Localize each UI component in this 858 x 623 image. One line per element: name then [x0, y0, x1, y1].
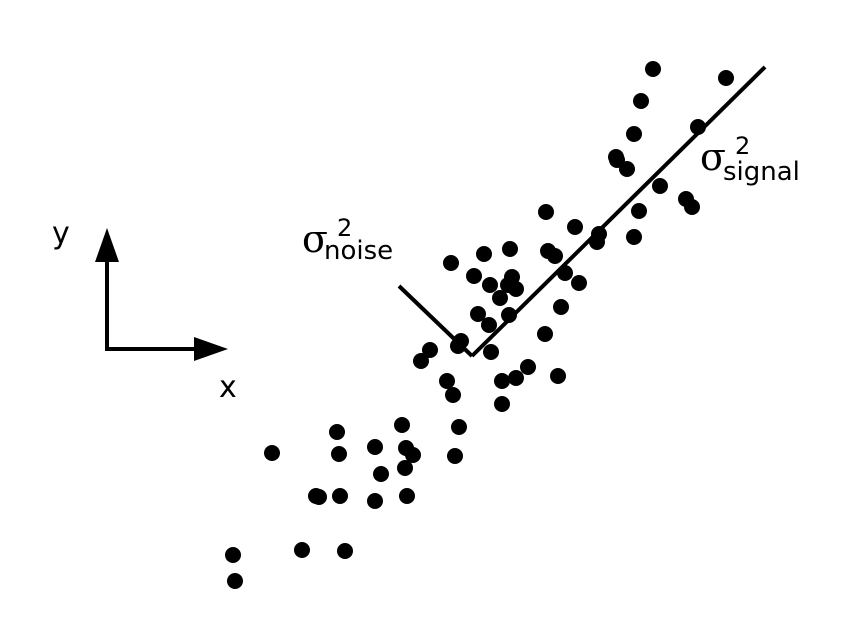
scatter-point-14	[567, 219, 583, 235]
principal-axes	[397, 65, 767, 358]
signal-subscript: signal	[723, 157, 800, 187]
scatter-point-63	[367, 493, 383, 509]
scatter-point-43	[494, 373, 510, 389]
scatter-points	[225, 61, 734, 589]
scatter-point-54	[264, 445, 280, 461]
scatter-point-29	[571, 275, 587, 291]
svg-text:σ: σ	[302, 217, 328, 261]
scatter-point-30	[553, 299, 569, 315]
scatter-point-9	[652, 178, 668, 194]
scatter-point-53	[405, 447, 421, 463]
scatter-point-48	[394, 417, 410, 433]
scatter-point-42	[508, 370, 524, 386]
y-axis-label: y	[52, 216, 70, 251]
scatter-point-55	[331, 446, 347, 462]
axes-glyph: y x	[52, 216, 237, 405]
scatter-point-56	[447, 448, 463, 464]
scatter-point-47	[494, 396, 510, 412]
scatter-point-60	[311, 489, 327, 505]
scatter-point-39	[450, 338, 466, 354]
scatter-point-32	[470, 306, 486, 322]
scatter-point-15	[626, 229, 642, 245]
x-axis-arrowhead	[194, 337, 228, 361]
scatter-point-3	[633, 93, 649, 109]
scatter-point-57	[397, 460, 413, 476]
noise-sigma-symbol: σ	[302, 217, 328, 261]
noise-axis-line	[397, 284, 474, 358]
scatter-point-20	[547, 248, 563, 264]
scatter-point-37	[413, 353, 429, 369]
scatter-point-44	[550, 368, 566, 384]
scatter-point-45	[439, 373, 455, 389]
scatter-point-34	[501, 307, 517, 323]
svg-text:σ: σ	[700, 135, 726, 179]
scatter-point-51	[367, 439, 383, 455]
scatter-point-36	[422, 342, 438, 358]
scatter-point-12	[631, 203, 647, 219]
scatter-point-40	[483, 344, 499, 360]
noise-subscript: noise	[324, 236, 393, 266]
scatter-point-61	[332, 488, 348, 504]
signal-axis-line	[470, 65, 767, 358]
scatter-point-58	[373, 466, 389, 482]
scatter-point-22	[443, 255, 459, 271]
scatter-point-49	[451, 419, 467, 435]
scatter-point-8	[609, 152, 625, 168]
scatter-point-28	[508, 281, 524, 297]
signal-sigma-symbol: σ	[700, 135, 726, 179]
signal-superscript: 2	[735, 132, 750, 160]
scatter-point-21	[476, 246, 492, 262]
scatter-point-66	[225, 547, 241, 563]
scatter-point-64	[294, 542, 310, 558]
scatter-point-5	[626, 126, 642, 142]
scatter-point-46	[445, 387, 461, 403]
scatter-point-65	[337, 543, 353, 559]
scatter-point-50	[329, 424, 345, 440]
scatter-point-62	[399, 488, 415, 504]
scatter-point-41	[520, 359, 536, 375]
scatter-point-11	[684, 199, 700, 215]
scatter-point-1	[645, 61, 661, 77]
scatter-point-13	[538, 204, 554, 220]
x-axis-label: x	[219, 370, 237, 405]
scatter-point-18	[502, 241, 518, 257]
y-axis-arrowhead	[95, 228, 119, 262]
scatter-point-2	[718, 70, 734, 86]
scatter-point-67	[227, 573, 243, 589]
noise-superscript: 2	[337, 214, 352, 242]
scatter-point-27	[482, 277, 498, 293]
noise-variance-label: σ 2 noise	[302, 214, 393, 266]
scatter-point-31	[492, 290, 508, 306]
scatter-point-23	[466, 268, 482, 284]
scatter-point-35	[537, 326, 553, 342]
scatter-point-33	[481, 317, 497, 333]
signal-variance-label: σ 2 signal	[700, 132, 800, 187]
